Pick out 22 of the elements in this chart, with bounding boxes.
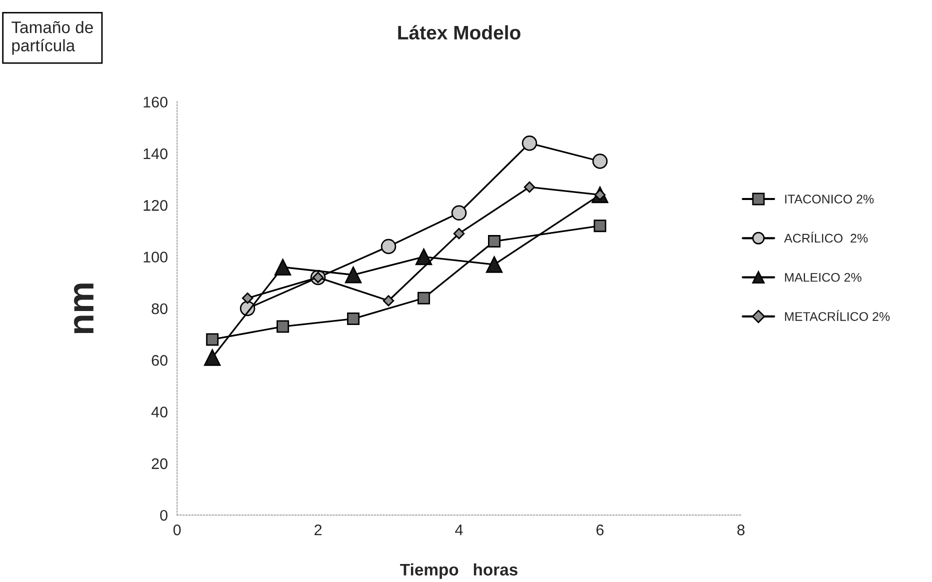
x-tick-label: 2 (314, 524, 322, 536)
y-tick-label: 160 (144, 96, 168, 108)
y-tick-label: 100 (144, 252, 168, 262)
y-axis-title: nm (74, 284, 94, 334)
y-tick-label: 120 (144, 200, 168, 211)
x-tick-label: 8 (737, 524, 745, 536)
chart-title: Látex Modelo (398, 25, 520, 40)
legend-label: ITACONICO 2% (785, 194, 874, 204)
x-tick-label: 6 (596, 524, 604, 536)
x-axis-title: Tiempo horas (400, 563, 518, 579)
y-tick-label: 40 (151, 406, 168, 418)
y-tick-label: 60 (152, 354, 168, 366)
legend-label: MALEICO 2% (785, 272, 862, 282)
y-tick-label: 0 (160, 510, 168, 521)
y-tick-label: 140 (144, 148, 168, 160)
text: Tamaño de partícula (12, 20, 93, 55)
legend-label: METACRÍLICO 2% (785, 310, 890, 321)
legend-label: ACRÍLICO 2% (784, 232, 868, 243)
x-tick-label: 0 (173, 524, 181, 536)
y-tick-label: 80 (152, 303, 168, 314)
x-tick-label: 4 (455, 524, 463, 536)
y-tick-label: 20 (152, 458, 168, 470)
